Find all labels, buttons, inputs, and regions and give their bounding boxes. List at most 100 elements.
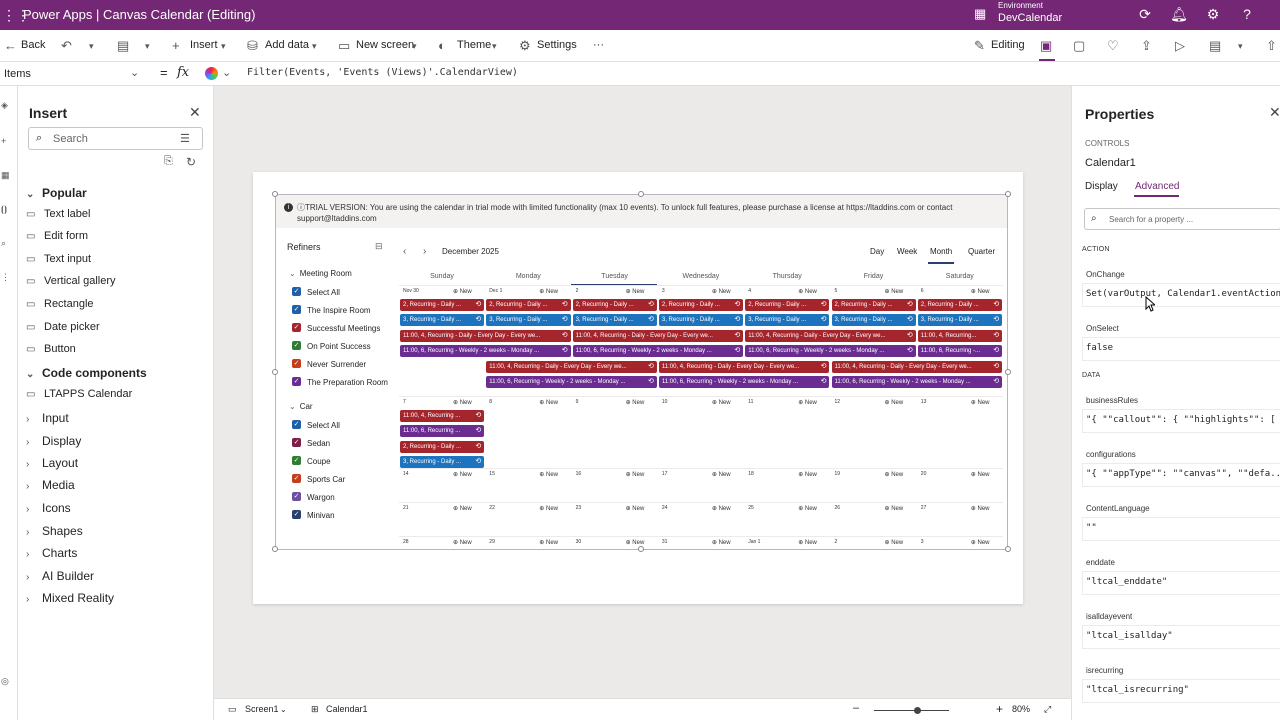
insert-category[interactable]: › Icons — [26, 501, 71, 519]
save-dropdown-icon[interactable]: ▾ — [1238, 41, 1243, 51]
paste-icon[interactable]: ▤ — [117, 38, 130, 53]
calendar-event[interactable]: 3, Recurring - Daily ... ⟲ — [745, 314, 830, 327]
view-week[interactable]: Week — [897, 247, 918, 256]
calendar-event[interactable]: 3, Recurring - Daily ... ⟲ — [400, 314, 485, 327]
new-event-button[interactable]: ⊕ New — [539, 399, 558, 406]
property-value-input[interactable]: "ltcal_isrecurring" — [1082, 679, 1280, 703]
new-event-button[interactable]: ⊕ New — [798, 539, 817, 546]
pencil-icon[interactable]: ✎ — [974, 38, 985, 53]
app-checker-icon[interactable]: ▣ — [1040, 38, 1053, 53]
new-event-button[interactable]: ⊕ New — [626, 399, 645, 406]
calendar-event[interactable]: 3, Recurring - Daily ... ⟲ — [658, 314, 744, 327]
chevron-right-icon[interactable]: › — [26, 572, 30, 583]
settings-gear-icon[interactable]: ⚙ — [1206, 6, 1220, 22]
save-icon[interactable]: ▤ — [1209, 38, 1222, 53]
calendar-event[interactable]: 2, Recurring - Daily ... ⟲ — [831, 299, 916, 311]
new-event-button[interactable]: ⊕ New — [971, 539, 990, 546]
insert-plus-icon[interactable]: + — [172, 38, 180, 53]
resize-handle[interactable] — [272, 546, 278, 552]
comments-icon[interactable]: ▢ — [1073, 38, 1086, 53]
notifications-icon[interactable]: 🔔︎ — [1170, 6, 1188, 22]
new-event-button[interactable]: ⊕ New — [539, 471, 558, 478]
refiners-toggle-icon[interactable]: ⊟ — [375, 241, 383, 251]
new-event-button[interactable]: ⊕ New — [885, 399, 904, 406]
view-day[interactable]: Day — [870, 247, 885, 256]
new-event-button[interactable]: ⊕ New — [712, 399, 731, 406]
help-icon[interactable]: ? — [1243, 6, 1251, 22]
insert-category[interactable]: › Shapes — [26, 524, 83, 542]
property-dropdown-icon[interactable]: ⌄ — [130, 67, 140, 79]
insert-rail-icon[interactable]: + — [1, 136, 7, 146]
property-selector[interactable]: Items — [4, 68, 31, 80]
tab-display[interactable]: Display — [1085, 181, 1118, 192]
insert-dropdown-icon[interactable]: ▾ — [221, 41, 226, 51]
checkbox[interactable]: ✓ — [292, 510, 301, 519]
calendar-event[interactable]: 11:00, 6, Recurring - Weekly - 2 weeks -… — [486, 376, 657, 388]
new-event-button[interactable]: ⊕ New — [453, 471, 472, 478]
calendar-event[interactable]: 2, Recurring - Daily ... ⟲ — [400, 299, 485, 311]
new-event-button[interactable]: ⊕ New — [971, 505, 990, 512]
chevron-right-icon[interactable]: › — [26, 594, 30, 605]
calendar-event[interactable]: 11:00, 4, Recurring - Daily - Every Day … — [572, 329, 744, 342]
insert-category[interactable]: › Media — [26, 478, 75, 496]
resize-handle[interactable] — [1005, 191, 1011, 197]
insert-category[interactable]: ⌄ Popular — [26, 186, 87, 204]
refiner-group-header[interactable]: ⌄ Car — [289, 402, 313, 411]
new-event-button[interactable]: ⊕ New — [453, 288, 472, 295]
insert-category[interactable]: › Display — [26, 434, 81, 452]
undo-dropdown-icon[interactable]: ▾ — [89, 41, 94, 51]
tab-advanced[interactable]: Advanced — [1135, 181, 1180, 192]
new-event-button[interactable]: ⊕ New — [971, 471, 990, 478]
copilot-dropdown-icon[interactable]: ⌄ — [222, 67, 232, 79]
property-value-input[interactable]: "ltcal_isallday" — [1082, 625, 1280, 649]
new-event-button[interactable]: ⊕ New — [885, 505, 904, 512]
resize-handle[interactable] — [272, 191, 278, 197]
insert-category[interactable]: › Layout — [26, 456, 78, 474]
database-icon[interactable]: ⛁ — [247, 38, 258, 53]
refiner-group-header[interactable]: ⌄ Meeting Room — [289, 269, 352, 278]
tree-view-icon[interactable]: ◈ — [1, 100, 8, 110]
insert-item[interactable]: ▭ Text label — [26, 208, 90, 226]
zoom-slider[interactable] — [874, 710, 949, 711]
calendar-event[interactable]: 2, Recurring - Daily ... ⟲ — [745, 299, 830, 311]
prev-month-icon[interactable]: ‹ — [403, 246, 407, 257]
new-event-button[interactable]: ⊕ New — [712, 471, 731, 478]
chevron-right-icon[interactable]: › — [26, 549, 30, 560]
property-value-input[interactable]: Set(varOutput, Calendar1.eventAction) — [1082, 283, 1280, 307]
insert-category[interactable]: ⌄ Code components — [26, 366, 147, 384]
resize-handle[interactable] — [272, 369, 278, 375]
search-rail-icon[interactable]: ⌕ — [1, 238, 7, 248]
editing-mode-button[interactable]: Editing — [991, 39, 1025, 51]
calendar-event[interactable]: 11:00, 4, Recurring - Daily - Every Day … — [745, 329, 916, 342]
paste-dropdown-icon[interactable]: ▾ — [145, 41, 150, 51]
checkbox[interactable]: ✓ — [292, 287, 301, 296]
insert-search-input[interactable]: ⌕ Search ☰ — [28, 127, 203, 150]
insert-item[interactable]: ▭ Date picker — [26, 321, 100, 339]
new-event-button[interactable]: ⊕ New — [712, 505, 731, 512]
property-value-input[interactable]: false — [1082, 337, 1280, 361]
resize-handle[interactable] — [1005, 369, 1011, 375]
insert-item[interactable]: ▭ Rectangle — [26, 298, 94, 316]
view-month[interactable]: Month — [930, 247, 953, 256]
environment-icon[interactable]: ▦ — [974, 6, 987, 21]
new-screen-dropdown-icon[interactable]: ▾ — [412, 41, 417, 51]
calendar-event[interactable]: 11:00, 6, Recurring - Weekly - 2 weeks -… — [658, 376, 830, 388]
checkbox[interactable]: ✓ — [292, 474, 301, 483]
checkbox[interactable]: ✓ — [292, 438, 301, 447]
close-icon[interactable]: ✕ — [189, 104, 201, 120]
new-screen-button[interactable]: New screen — [356, 39, 415, 51]
checkbox[interactable]: ✓ — [292, 420, 301, 429]
media-icon[interactable]: ⎘ — [164, 155, 173, 167]
publish-icon[interactable]: ⇧ — [1266, 38, 1277, 53]
new-event-button[interactable]: ⊕ New — [453, 539, 472, 546]
insert-category[interactable]: › AI Builder — [26, 569, 94, 587]
calendar-event[interactable]: 3, Recurring - Daily ... ⟲ — [831, 314, 916, 327]
calendar-event[interactable]: 2, Recurring - Daily ... ⟲ — [917, 299, 1003, 311]
data-rail-icon[interactable]: ▦ — [1, 170, 10, 180]
new-event-button[interactable]: ⊕ New — [539, 505, 558, 512]
chevron-right-icon[interactable]: › — [26, 459, 30, 470]
property-value-input[interactable]: "" — [1082, 517, 1280, 541]
resize-handle[interactable] — [638, 191, 644, 197]
checkbox[interactable]: ✓ — [292, 323, 301, 332]
add-data-dropdown-icon[interactable]: ▾ — [312, 41, 317, 51]
